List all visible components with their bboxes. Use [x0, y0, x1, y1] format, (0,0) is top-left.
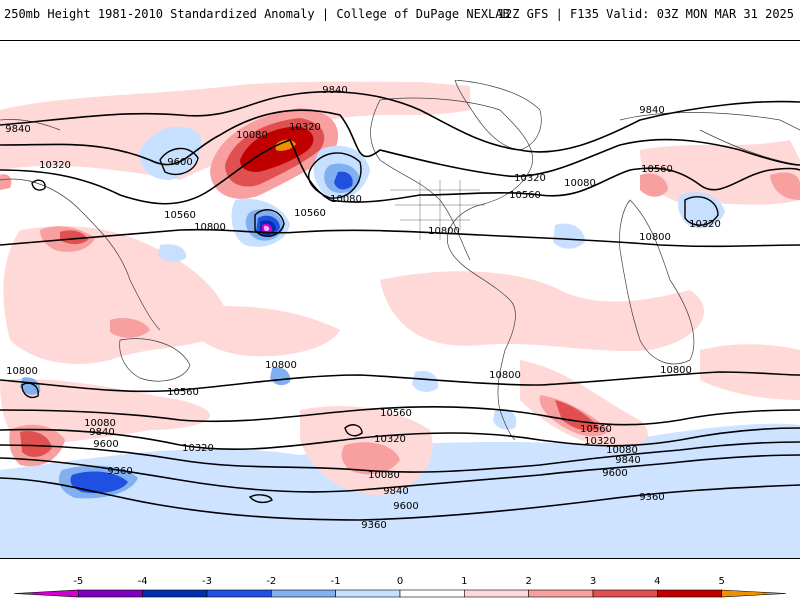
colorbar-segment [206, 589, 272, 598]
colorbar-segment [335, 589, 401, 598]
colorbar-tick-label: -2 [266, 576, 276, 587]
contour-label: 10560 [167, 387, 199, 398]
header: 250mb Height 1981-2010 Standardized Anom… [0, 0, 800, 28]
contour-label: 10560 [380, 408, 412, 419]
contour-label: 9600 [602, 468, 627, 479]
colorbar-segment [399, 589, 465, 598]
contour-label: 10320 [514, 173, 546, 184]
colorbar-tick-label: 0 [397, 576, 403, 587]
colorbar-segment [464, 589, 529, 598]
contour-label: 10560 [294, 208, 326, 219]
colorbar-tick-label: 2 [525, 576, 531, 587]
map-frame-bottom [0, 558, 800, 559]
contour-label: 10320 [182, 443, 214, 454]
colorbar-segment [657, 589, 722, 598]
contour-label: 9600 [167, 157, 192, 168]
map-frame-top [0, 40, 800, 41]
colorbar-segment [271, 589, 336, 598]
colorbar-segment [592, 589, 658, 598]
contour-label: 9840 [5, 124, 30, 135]
contour-label: 9360 [639, 492, 664, 503]
contour-label: 10800 [194, 222, 226, 233]
contour-label: 10080 [564, 178, 596, 189]
colorbar-segment [721, 589, 787, 598]
map-title: 250mb Height 1981-2010 Standardized Anom… [4, 7, 510, 21]
contour-label: 9360 [107, 466, 132, 477]
colorbar-segment [78, 589, 143, 598]
contour-label: 10320 [39, 160, 71, 171]
contour-label: 10080 [606, 445, 638, 456]
contour-label: 10080 [368, 470, 400, 481]
contour-label: 10560 [164, 210, 196, 221]
contour-label: 10560 [509, 190, 541, 201]
colorbar-segment [13, 589, 79, 598]
contour-label: 10560 [641, 164, 673, 175]
contour-label: 9840 [89, 427, 114, 438]
colorbar-tick-label: 1 [461, 576, 467, 587]
contour-label: 10800 [660, 365, 692, 376]
contour-label: 10080 [84, 418, 116, 429]
contour-label: 10080 [236, 130, 268, 141]
colorbar-segment [528, 589, 594, 598]
colorbar-segment [142, 589, 208, 598]
colorbar-tick-label: -5 [73, 576, 83, 587]
contour-label: 9600 [93, 439, 118, 450]
contour-label: 9360 [361, 520, 386, 531]
contour-label: 10080 [330, 194, 362, 205]
colorbar-tick-label: 4 [654, 576, 660, 587]
contour-label: 9840 [639, 105, 664, 116]
contour-label: 10320 [584, 436, 616, 447]
colorbar-tick-label: -4 [138, 576, 148, 587]
colorbar-tick-label: 3 [590, 576, 596, 587]
contour-label: 9600 [393, 501, 418, 512]
anomaly-colorbar: -5 -4 -3 -2 -1 0 1 2 3 4 5 [13, 576, 787, 598]
colorbar-tick-label: -3 [202, 576, 212, 587]
contour-label: 9840 [383, 486, 408, 497]
contour-label: 10800 [6, 366, 38, 377]
colorbar-tick-label: -1 [331, 576, 341, 587]
contour-label: 10800 [265, 360, 297, 371]
contour-label: 10320 [374, 434, 406, 445]
contour-label: 10800 [639, 232, 671, 243]
colorbar-tick-label: 5 [718, 576, 724, 587]
contour-label: 10800 [428, 226, 460, 237]
contour-label: 10560 [580, 424, 612, 435]
contour-label: 9840 [615, 455, 640, 466]
contour-label: 10800 [489, 370, 521, 381]
anomaly-map: 9840 9840 10080 10320 9600 10320 10560 1… [0, 80, 800, 558]
contour-label: 10320 [289, 122, 321, 133]
run-info: 12Z GFS | F135 Valid: 03Z MON MAR 31 202… [497, 7, 794, 21]
contour-label: 10320 [689, 219, 721, 230]
contour-label: 9840 [322, 85, 347, 96]
